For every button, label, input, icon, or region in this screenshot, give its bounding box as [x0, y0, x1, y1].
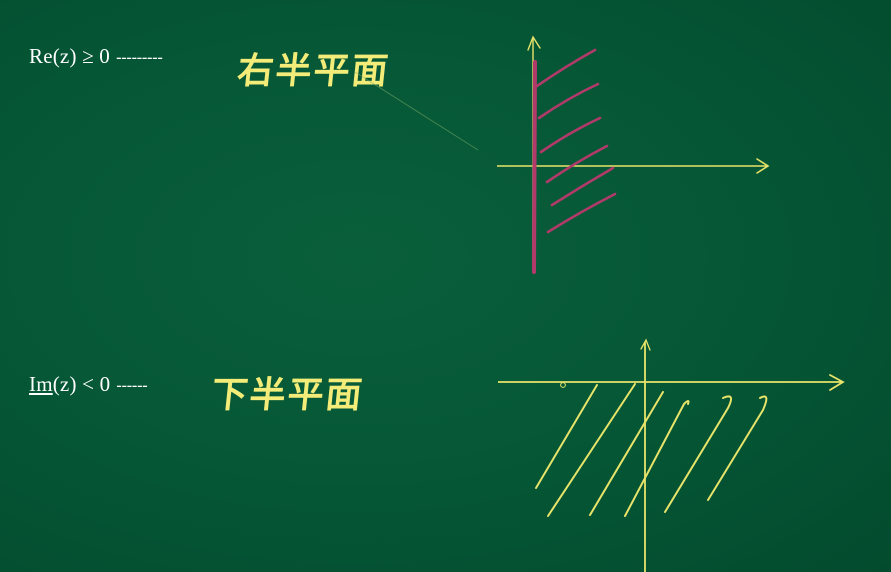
real-axis-arrowhead-2 — [829, 374, 845, 391]
hatch-line — [535, 48, 597, 88]
diagram-lower-half-plane — [498, 338, 845, 572]
hatch-line — [707, 395, 768, 501]
formula-re-condition: (z) ≥ 0 — [52, 44, 110, 68]
hatch-line — [589, 391, 664, 516]
formula-im-dashes: ------ — [116, 376, 148, 395]
formula-re-z-nonnegative: Re(z) ≥ 0 --------- — [29, 44, 163, 69]
stray-chalk-line — [354, 71, 479, 151]
hatch-line — [624, 400, 690, 517]
hatch-line — [550, 166, 615, 207]
real-axis-arrowhead-1 — [756, 158, 770, 174]
boundary-line-re-zero — [532, 60, 537, 274]
hatching-lower-half-plane — [535, 383, 768, 517]
formula-im-symbol: Im — [29, 372, 53, 396]
hatch-line — [537, 82, 600, 120]
hatch-line — [547, 383, 636, 517]
imaginary-axis-arrowhead-1 — [527, 35, 541, 51]
formula-re-symbol: Re — [29, 44, 53, 68]
small-circle-mark — [560, 382, 566, 388]
hatch-line — [539, 116, 602, 154]
hatch-line — [664, 395, 733, 513]
diagram-right-half-plane — [497, 35, 770, 274]
hatch-line — [535, 384, 598, 489]
hatch-line — [545, 144, 609, 184]
hatch-line — [546, 192, 617, 234]
imaginary-axis-arrowhead-2 — [640, 338, 651, 351]
formula-im-condition: (z) < 0 — [52, 372, 111, 396]
formula-re-dashes: --------- — [115, 48, 163, 67]
formula-im-z-negative: Im(z) < 0 ------ — [29, 372, 148, 397]
hatching-right-half-plane — [535, 48, 617, 234]
